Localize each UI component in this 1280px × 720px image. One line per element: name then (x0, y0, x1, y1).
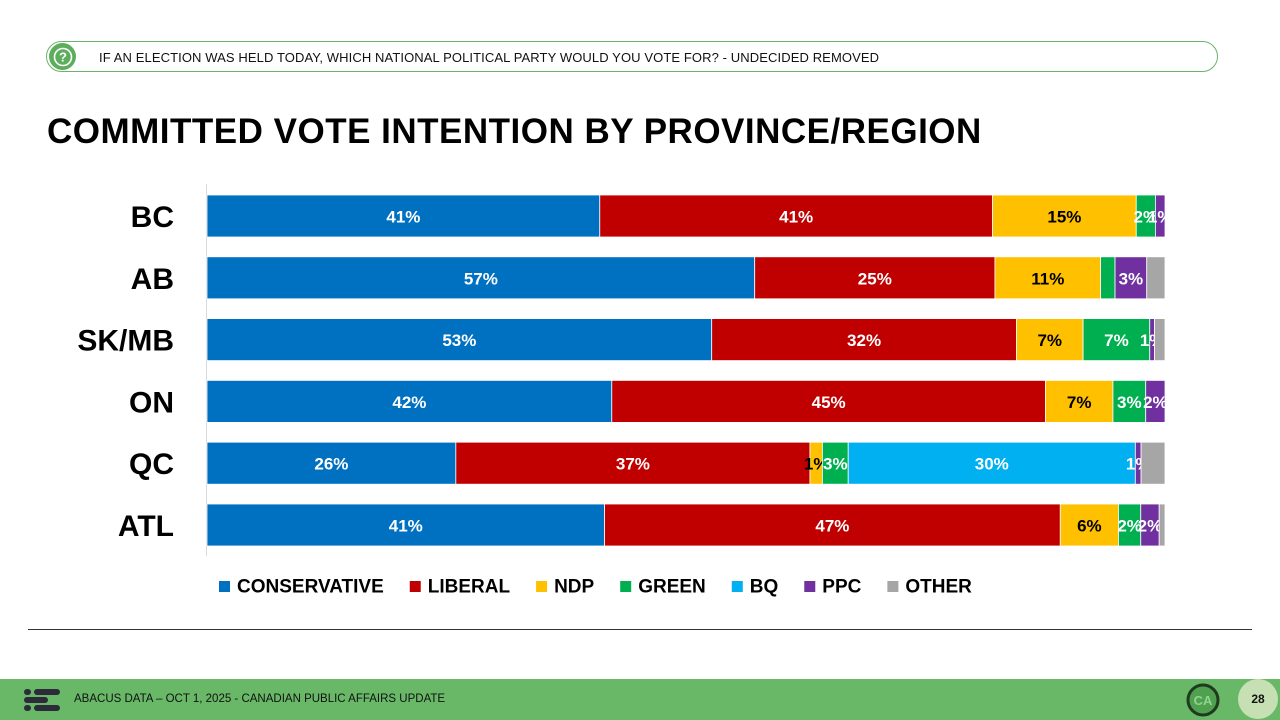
data-label-conservative-qc: 26% (314, 455, 348, 474)
question-text: IF AN ELECTION WAS HELD TODAY, WHICH NAT… (99, 50, 880, 65)
legend-swatch-green (620, 581, 632, 592)
data-label-ppc-ab: 3% (1119, 269, 1144, 288)
abacus-logo-icon (24, 689, 60, 711)
question-mark-icon: ? (49, 43, 76, 70)
legend-label-other: OTHER (905, 577, 972, 598)
data-label-ppc-atl: 2% (1138, 517, 1163, 536)
data-label-conservative-ab: 57% (464, 269, 498, 288)
data-label-liberal-sk-mb: 32% (847, 331, 881, 350)
data-label-liberal-atl: 47% (815, 517, 849, 536)
legend-swatch-ppc (804, 581, 816, 592)
data-label-liberal-on: 45% (812, 393, 846, 412)
bar-conservative-atl (206, 503, 605, 547)
data-label-ndp-atl: 6% (1077, 517, 1102, 536)
bar-conservative-on (206, 379, 613, 423)
bar-ppc-bc (1155, 194, 1166, 238)
bar-ndp-on (1045, 379, 1114, 423)
bar-conservative-sk-mb (206, 318, 713, 362)
category-label-sk-mb: SK/MB (77, 325, 174, 358)
data-label-liberal-qc: 37% (616, 455, 650, 474)
bar-green-on (1112, 379, 1147, 423)
data-label-green-on: 3% (1117, 393, 1142, 412)
legend-swatch-bq (731, 581, 743, 592)
bar-green-qc (821, 441, 849, 485)
ca-logo-icon: CA (1186, 683, 1220, 717)
data-label-ppc-on: 2% (1143, 393, 1168, 412)
stacked-bar-chart: BC 41% 41% 15% 2%1%AB 57% 25% 11% 3%SK/MB 53% 32% 7… (77, 184, 1173, 598)
category-label-on: ON (129, 386, 174, 419)
data-label-liberal-ab: 25% (858, 269, 892, 288)
data-label-green-sk-mb: 7% (1104, 331, 1129, 350)
data-label-green-atl: 2% (1117, 517, 1142, 536)
legend-swatch-liberal (409, 581, 421, 592)
data-label-conservative-bc: 41% (386, 208, 420, 227)
bar-ndp-bc (992, 194, 1137, 238)
legend-label-ndp: NDP (554, 577, 594, 598)
data-label-ndp-sk-mb: 7% (1037, 331, 1062, 350)
legend-label-green: GREEN (638, 577, 706, 598)
bar-conservative-bc (206, 194, 601, 238)
chart-title: COMMITTED VOTE INTENTION BY PROVINCE/REG… (47, 112, 982, 151)
bar-bq-qc (847, 441, 1136, 485)
bar-ndp-ab (994, 256, 1102, 300)
legend-label-conservative: CONSERVATIVE (237, 577, 384, 598)
category-label-qc: QC (129, 448, 174, 481)
data-label-bq-qc: 30% (975, 455, 1009, 474)
legend-label-ppc: PPC (822, 577, 861, 598)
legend-swatch-ndp (536, 581, 548, 592)
bar-liberal-bc (599, 194, 993, 238)
data-label-conservative-sk-mb: 53% (442, 331, 476, 350)
bar-other-qc (1140, 441, 1166, 485)
category-label-ab: AB (131, 263, 174, 296)
bar-other-atl (1158, 503, 1166, 547)
bar-liberal-qc (455, 441, 811, 485)
data-label-ndp-bc: 15% (1047, 208, 1081, 227)
data-label-ndp-on: 7% (1067, 393, 1092, 412)
data-label-conservative-on: 42% (392, 393, 426, 412)
category-label-bc: BC (131, 201, 174, 234)
footer-text: ABACUS DATA – OCT 1, 2025 - CANADIAN PUB… (74, 693, 446, 705)
category-label-atl: ATL (118, 510, 174, 543)
divider-line (28, 629, 1252, 630)
data-label-green-qc: 3% (823, 455, 848, 474)
legend-swatch-other (887, 581, 899, 592)
bar-conservative-ab (206, 256, 756, 300)
ca-logo-text: CA (1194, 693, 1213, 708)
bar-conservative-qc (206, 441, 457, 485)
bar-ndp-sk-mb (1016, 318, 1084, 362)
bar-ppc-on (1145, 379, 1166, 423)
data-label-green-bc: 2% (1134, 208, 1159, 227)
data-label-liberal-bc: 41% (779, 208, 813, 227)
svg-text:?: ? (59, 49, 67, 64)
legend-label-bq: BQ (750, 577, 779, 598)
question-banner: ? IF AN ELECTION WAS HELD TODAY, WHICH N… (46, 41, 1218, 72)
page-number: 28 (1238, 679, 1278, 719)
legend-swatch-conservative (219, 581, 230, 592)
legend-label-liberal: LIBERAL (428, 577, 511, 598)
bar-other-sk-mb (1154, 318, 1166, 362)
data-label-conservative-atl: 41% (389, 517, 423, 536)
bar-other-ab (1146, 256, 1166, 300)
bar-liberal-atl (604, 503, 1061, 547)
footer-bar: ABACUS DATA – OCT 1, 2025 - CANADIAN PUB… (0, 679, 1280, 720)
data-label-ndp-ab: 11% (1031, 269, 1064, 288)
bar-green-ab (1100, 256, 1116, 300)
data-label-ppc-bc: 1% (1148, 208, 1173, 227)
